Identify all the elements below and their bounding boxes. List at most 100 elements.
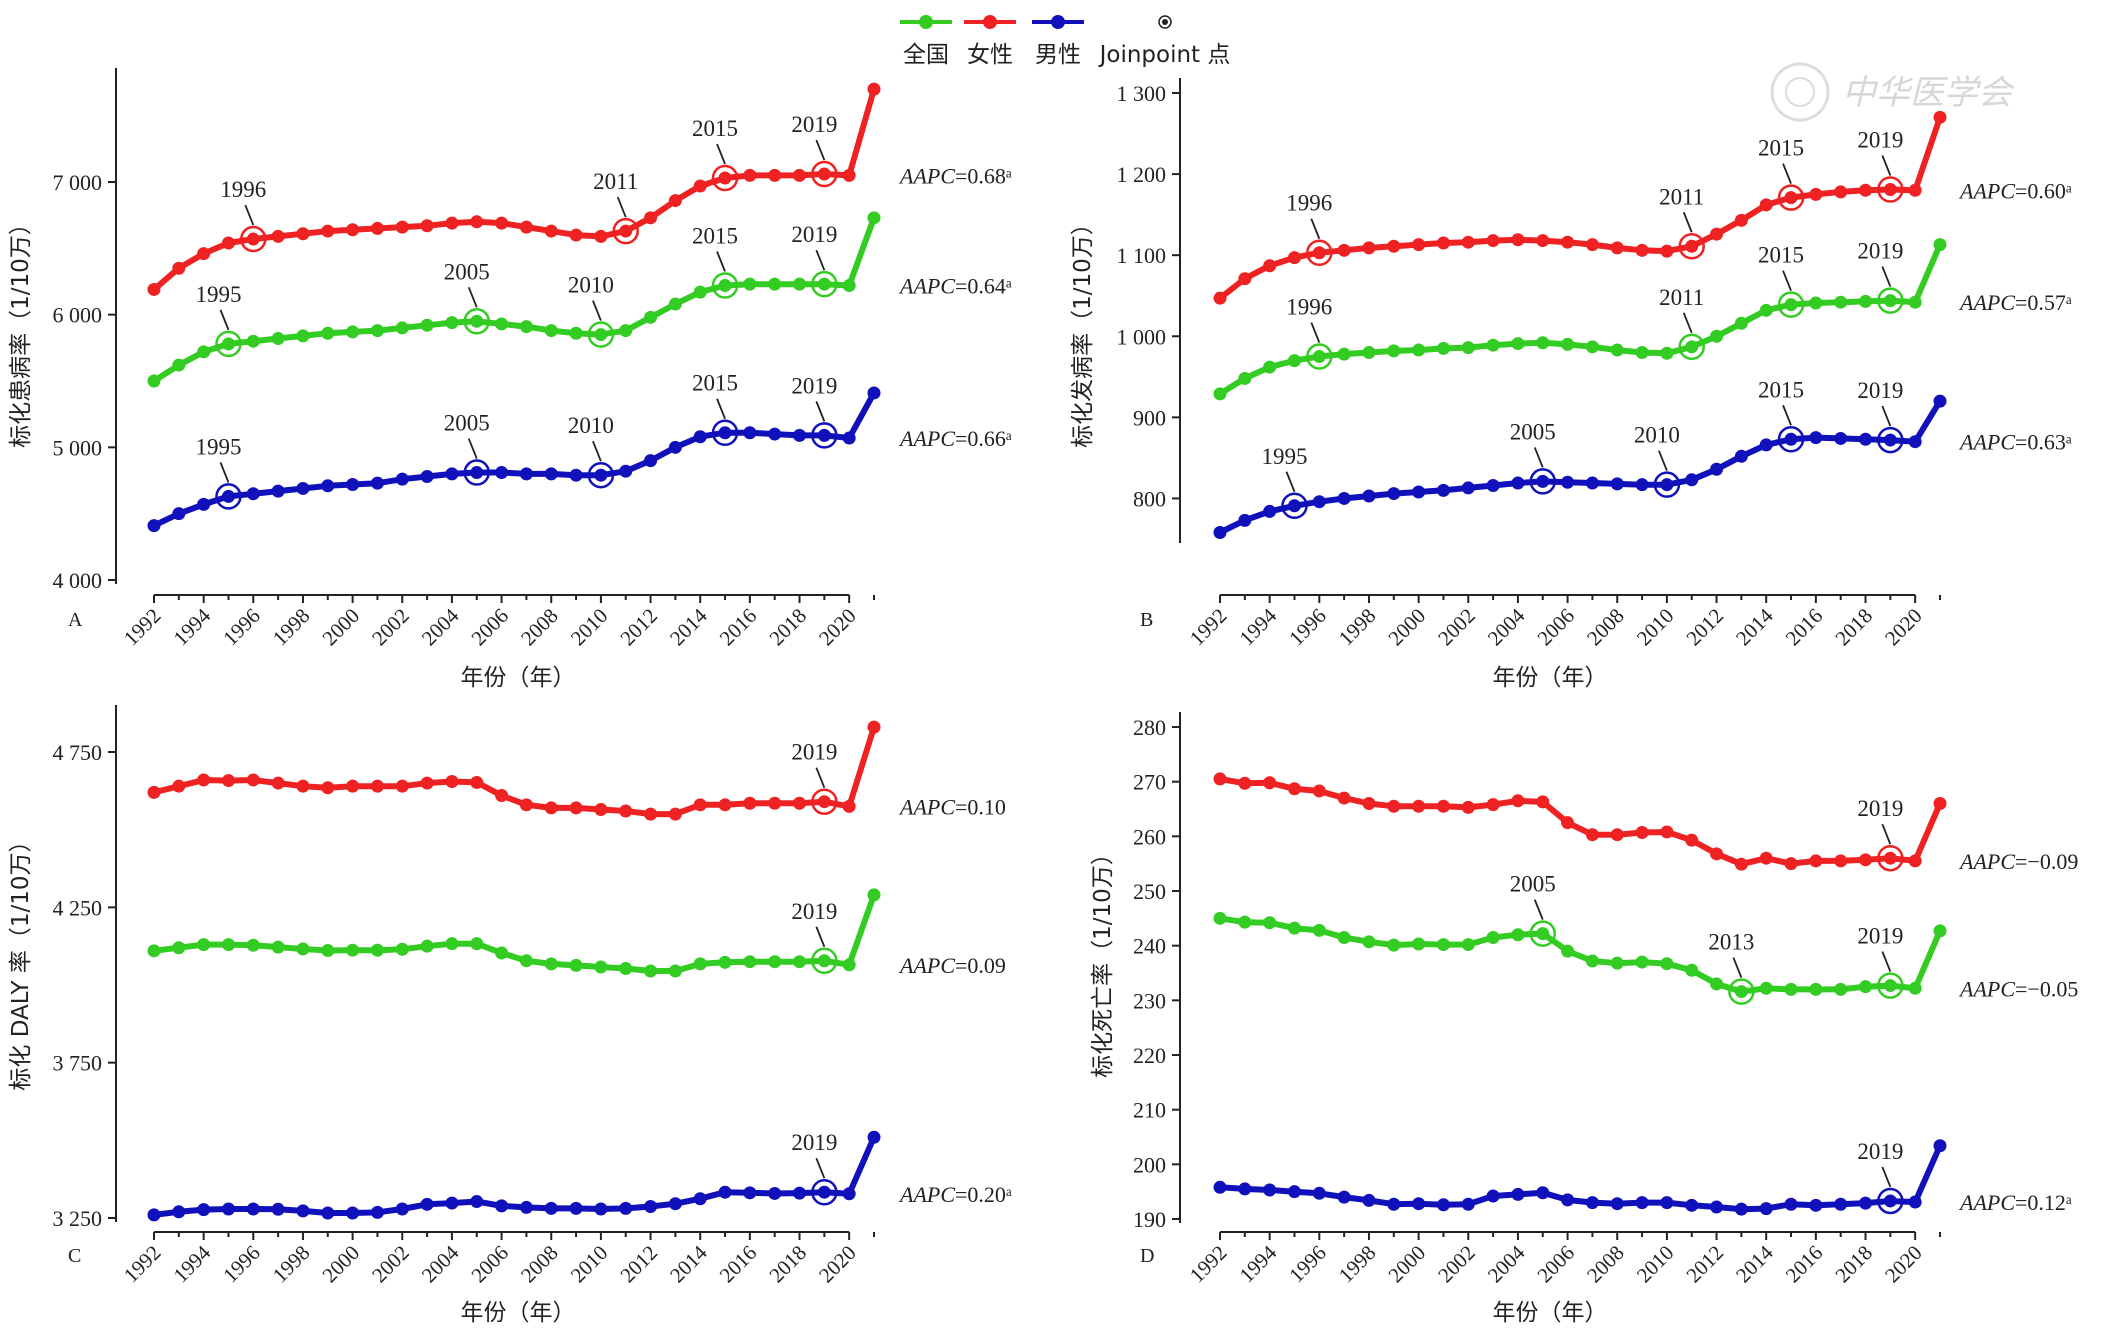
data-point-national (1312, 350, 1326, 364)
data-point-male (420, 470, 434, 484)
joinpoint-year-label: 2015 (692, 371, 738, 396)
data-point-female (867, 720, 881, 734)
data-point-male (1933, 394, 1947, 408)
data-point-male (1834, 1197, 1848, 1211)
x-axis-title: 年份（年） (1493, 1300, 1608, 1326)
data-point-female (1933, 797, 1947, 811)
legend: 全国 女性 男性 Joinpoint 点 (900, 15, 1230, 68)
data-point-national (569, 326, 583, 340)
data-point-male (1908, 1195, 1922, 1209)
joinpoint-leader (1782, 270, 1792, 291)
data-point-national (1585, 954, 1599, 968)
joinpoint-year-label: 1996 (220, 177, 266, 202)
data-point-female (1685, 833, 1699, 847)
joinpoint-ring-female (1877, 844, 1904, 872)
joinpoint-ring-male (1281, 492, 1308, 520)
data-point-female (370, 221, 384, 235)
panel-letter: A (68, 609, 83, 631)
data-point-male (197, 1203, 211, 1217)
data-point-national (1536, 927, 1550, 941)
joinpoint-leader (1310, 322, 1321, 343)
data-point-male (1412, 1197, 1426, 1211)
series-male: 1995 2005 2010 2015 2019 AAPC=0.63ᵃ (1213, 377, 2072, 540)
x-tick-label: 2010 (1632, 604, 1679, 651)
data-point-male (1610, 477, 1624, 491)
x-tick-label: 1996 (218, 1241, 265, 1288)
data-point-female (644, 211, 658, 225)
joinpoint-leader (716, 143, 726, 165)
data-point-national (246, 938, 260, 952)
data-point-male (246, 487, 260, 501)
data-point-national (445, 316, 459, 330)
data-point-female (718, 171, 732, 185)
data-point-male (296, 481, 310, 495)
x-tick-label: 2008 (516, 1241, 563, 1288)
data-point-male (718, 426, 732, 440)
data-point-national (1685, 963, 1699, 977)
series-national: 1996 2011 2015 2019 AAPC=0.57ᵃ (1213, 238, 2072, 401)
data-point-national (370, 943, 384, 957)
data-point-national (668, 297, 682, 311)
data-point-female (1511, 233, 1525, 247)
data-point-male (445, 467, 459, 481)
data-point-national (1809, 982, 1823, 996)
data-point-female (1635, 826, 1649, 840)
x-tick-label: 2020 (1880, 1241, 1927, 1288)
data-point-male (1610, 1197, 1624, 1211)
joinpoint-ring-male (1877, 1187, 1904, 1215)
joinpoint-leader (467, 438, 478, 459)
data-point-national (1635, 345, 1649, 359)
data-point-male (1486, 1189, 1500, 1203)
joinpoint-year-label: 2010 (568, 273, 614, 298)
data-point-male (1238, 513, 1252, 527)
data-point-national (1561, 944, 1575, 958)
data-point-female (1436, 799, 1450, 813)
data-point-male (743, 1186, 757, 1200)
joinpoint-year-label: 2013 (1708, 930, 1754, 955)
joinpoint-leader (244, 204, 255, 226)
data-point-male (1561, 1193, 1575, 1207)
data-point-national (1859, 294, 1873, 308)
data-point-female (370, 779, 384, 793)
joinpoint-leader (1658, 450, 1668, 472)
data-point-male (842, 431, 856, 445)
joinpoint-year-label: 2019 (1857, 1139, 1903, 1164)
data-point-national (1759, 981, 1773, 995)
x-tick-label: 1992 (119, 1241, 166, 1288)
legend-joinpoint-ring (1158, 15, 1172, 29)
data-point-female (1263, 776, 1277, 790)
y-tick-label: 4 250 (53, 895, 103, 920)
data-point-male (221, 1202, 235, 1216)
data-point-male (1337, 1190, 1351, 1204)
x-tick-label: 1998 (1334, 1241, 1381, 1288)
legend-label-joinpoint: Joinpoint 点 (1098, 42, 1231, 68)
x-tick-label: 1994 (1235, 1240, 1282, 1287)
data-point-male (1436, 483, 1450, 497)
data-point-male (1734, 1202, 1748, 1216)
data-point-national (1834, 295, 1848, 309)
data-point-female (1387, 799, 1401, 813)
series-line-male (1218, 399, 1943, 536)
x-tick-label: 2014 (665, 603, 712, 650)
joinpoint-ring-female (1678, 233, 1705, 260)
x-tick-label: 1994 (1235, 603, 1282, 650)
data-point-female (842, 799, 856, 813)
data-point-national (1908, 981, 1922, 995)
joinpoint-leader (1881, 266, 1892, 287)
panel-letter: D (1140, 1245, 1154, 1267)
watermark-text: 中华医学会 (1842, 73, 2016, 113)
joinpoint-year-label: 2019 (791, 222, 837, 247)
data-point-male (420, 1197, 434, 1211)
data-point-national (693, 957, 707, 971)
data-point-national (842, 278, 856, 292)
series-female: 2019 AAPC=−0.09 (1213, 772, 2078, 874)
data-point-female (569, 228, 583, 242)
data-point-national (1263, 916, 1277, 930)
data-point-national (1660, 346, 1674, 360)
data-point-male (867, 1130, 881, 1144)
series-line-national (153, 893, 877, 974)
data-point-national (420, 939, 434, 953)
y-axis-title: 标化 DALY 率（1/10万） (8, 829, 34, 1090)
data-point-female (1287, 782, 1301, 796)
